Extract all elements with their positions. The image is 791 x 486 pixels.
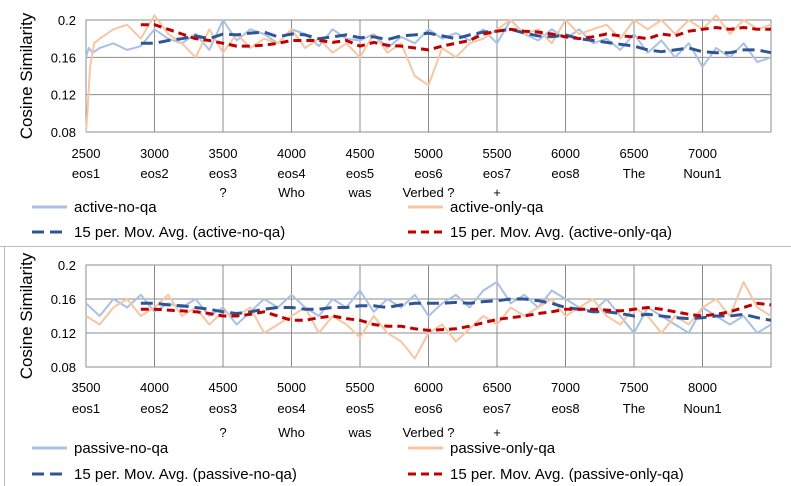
legend-label: passive-no-qa (74, 440, 169, 457)
x-tick-label: 6000 (551, 146, 580, 161)
x-tick-label: 5500 (483, 146, 512, 161)
legend-label: 15 per. Mov. Avg. (active-only-qa) (450, 224, 672, 241)
y-tick-label: 0.16 (51, 50, 76, 65)
x-sublabel: eos6 (414, 166, 442, 181)
panel-left-border (4, 246, 5, 486)
x-sublabel: eos6 (414, 401, 442, 416)
x-sublabel: Verbed ? (402, 425, 454, 440)
x-tick-label: 4500 (209, 380, 238, 395)
x-sublabel: Verbed ? (402, 185, 454, 200)
x-sublabel: eos2 (140, 401, 168, 416)
legend-label: 15 per. Mov. Avg. (passive-no-qa) (74, 466, 297, 483)
chart-panel-2: 0.08 0.12 0.16 0.2 3500 eos1 4000 eos2 4500 eos3?… (17, 252, 772, 483)
x-sublabel: eos8 (551, 166, 579, 181)
x-sublabel: eos7 (483, 166, 511, 181)
chart-panel-1: 0.08 0.12 0.16 0.2 2500 eos1 3000 eos2 3500 eos3?… (17, 12, 772, 241)
y-tick-label: 0.2 (58, 258, 76, 273)
x-tick-label: 6000 (414, 380, 443, 395)
legend-label: 15 per. Mov. Avg. (active-no-qa) (74, 224, 285, 241)
x-tick-label: 5000 (414, 146, 443, 161)
y-tick-label: 0.08 (51, 360, 76, 375)
x-tick-label: 5500 (346, 380, 375, 395)
x-sublabel: eos4 (277, 166, 305, 181)
series-line-active-only-qa (85, 14, 772, 133)
x-sublabel: eos3 (209, 401, 237, 416)
series-line-passive-no-qa (85, 281, 772, 334)
x-tick-label: 3000 (140, 146, 169, 161)
x-sublabel: Noun1 (683, 166, 721, 181)
series-line-15-per-mov-avg-passive-only-qa- (140, 301, 772, 332)
panel-divider (0, 246, 791, 247)
legend-label: 15 per. Mov. Avg. (passive-only-qa) (450, 466, 684, 483)
x-sublabel: eos3 (209, 166, 237, 181)
x-tick-label: 8000 (688, 380, 717, 395)
x-tick-label: 5000 (277, 380, 306, 395)
x-sublabel: ? (219, 425, 226, 440)
legend-label: active-only-qa (450, 199, 544, 216)
x-tick-label: 7000 (688, 146, 717, 161)
x-sublabel: ? (219, 185, 226, 200)
y-axis-label: Cosine Similarity (17, 252, 36, 379)
x-sublabel: The (623, 166, 645, 181)
y-tick-label: 0.2 (58, 13, 76, 28)
x-tick-label: 2500 (72, 146, 101, 161)
x-tick-label: 6500 (483, 380, 512, 395)
x-sublabel: eos4 (277, 401, 305, 416)
x-sublabel: eos8 (551, 401, 579, 416)
x-tick-label: 7000 (551, 380, 580, 395)
y-tick-label: 0.12 (51, 326, 76, 341)
x-sublabel: Noun1 (683, 401, 721, 416)
x-tick-label: 6500 (620, 146, 649, 161)
x-sublabel: eos1 (72, 401, 100, 416)
x-sublabel: + (493, 425, 501, 440)
y-tick-label: 0.08 (51, 125, 76, 140)
legend-label: active-no-qa (74, 199, 157, 216)
legend-label: passive-only-qa (450, 440, 556, 457)
y-tick-label: 0.12 (51, 88, 76, 103)
x-sublabel: eos7 (483, 401, 511, 416)
x-sublabel: was (347, 185, 372, 200)
series-line-15-per-mov-avg-active-only-qa- (140, 23, 771, 52)
x-sublabel: eos5 (346, 166, 374, 181)
series-line-active-no-qa (85, 19, 772, 68)
plot-frame (85, 19, 772, 133)
x-sublabel: eos2 (140, 166, 168, 181)
x-tick-label: 3500 (209, 146, 238, 161)
x-sublabel: eos1 (72, 166, 100, 181)
x-tick-label: 7500 (620, 380, 649, 395)
x-tick-label: 4500 (346, 146, 375, 161)
x-sublabel: eos5 (346, 401, 374, 416)
x-sublabel: Who (278, 425, 305, 440)
x-tick-label: 3500 (72, 380, 101, 395)
x-sublabel: The (623, 401, 645, 416)
x-sublabel: was (347, 425, 372, 440)
y-tick-label: 0.16 (51, 292, 76, 307)
y-axis-label: Cosine Similarity (17, 12, 36, 139)
series-line-15-per-mov-avg-passive-no-qa- (140, 297, 772, 322)
x-tick-label: 4000 (277, 146, 306, 161)
x-sublabel: + (493, 185, 501, 200)
x-tick-label: 4000 (140, 380, 169, 395)
x-sublabel: Who (278, 185, 305, 200)
